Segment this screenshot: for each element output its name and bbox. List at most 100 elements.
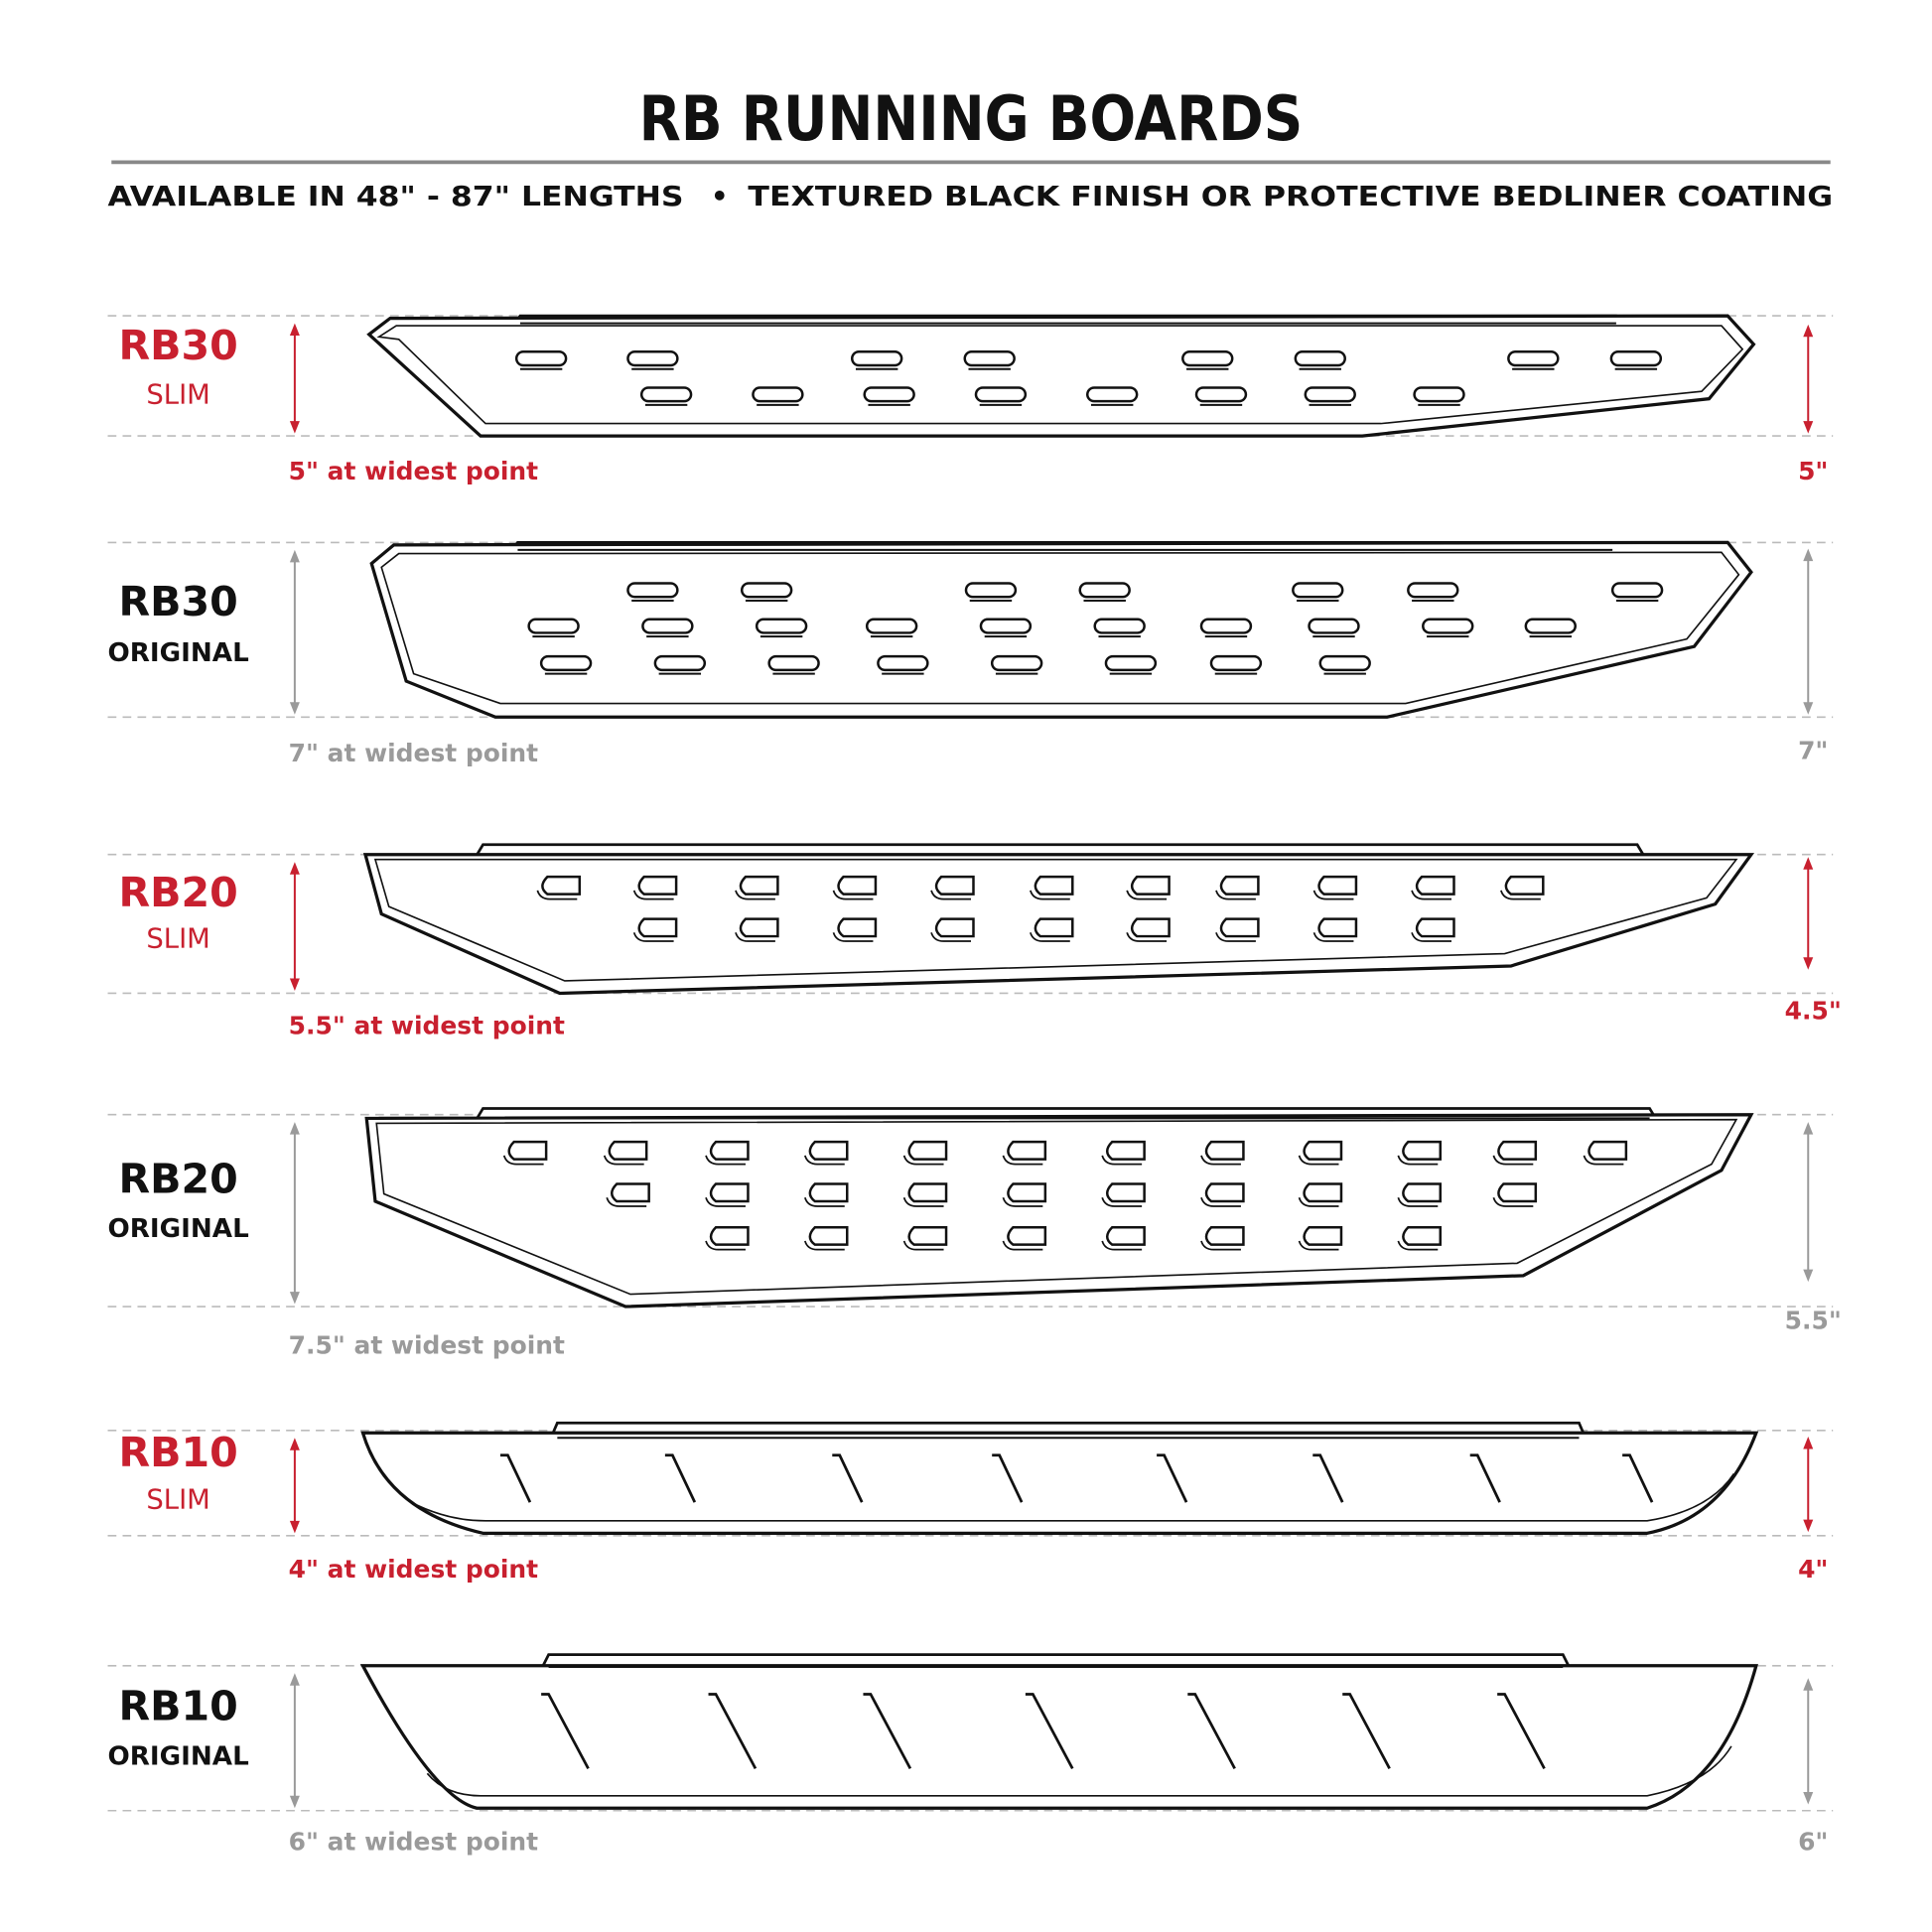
- arrowhead-down-icon: [1803, 957, 1814, 970]
- tread-slot: [626, 582, 679, 599]
- widest-point-label: 4" at widest point: [289, 1555, 539, 1584]
- board-rb30-original: RB30 ORIGINAL 7" at widest point 7": [107, 540, 1834, 767]
- arrowhead-down-icon: [1803, 1519, 1814, 1533]
- right-height-label: 5": [1798, 457, 1828, 485]
- tread-slot: [1105, 1140, 1146, 1161]
- tread-slot: [1209, 654, 1263, 672]
- tread-slot: [934, 875, 975, 896]
- tread-slash: [832, 1453, 864, 1503]
- tread-slot: [709, 1225, 750, 1246]
- tread-slot: [1093, 618, 1146, 634]
- tread-slot: [1204, 1182, 1245, 1203]
- arrowhead-down-icon: [289, 1520, 300, 1534]
- tread-slot-shadow: [1500, 890, 1541, 900]
- tread-slash: [1025, 1693, 1074, 1769]
- tread-slash: [992, 1453, 1024, 1503]
- arrowhead-down-icon: [1803, 1269, 1814, 1283]
- tread-slot: [1317, 875, 1358, 896]
- tread-slot: [1007, 1140, 1047, 1161]
- tread-slot-shadow: [1397, 1196, 1439, 1207]
- arrowhead-up-icon: [1803, 548, 1814, 562]
- tread-slot: [709, 1182, 750, 1203]
- tread-slot: [1402, 1140, 1443, 1161]
- tread-slot: [1105, 1225, 1146, 1246]
- tread-slot: [1204, 1225, 1245, 1246]
- tread-slot: [907, 1225, 948, 1246]
- tread-slot: [1497, 1182, 1538, 1203]
- tread-slot: [608, 1140, 648, 1161]
- tread-slot: [639, 386, 693, 403]
- tread-slot: [808, 1140, 849, 1161]
- arrowhead-up-icon: [289, 862, 300, 875]
- tread-slot: [1415, 875, 1455, 896]
- tread-slash: [664, 1453, 697, 1503]
- tread-slot: [1415, 917, 1455, 938]
- board-rb10-original: RB10 ORIGINAL 6" at widest point 6": [107, 1653, 1834, 1857]
- arrowhead-up-icon: [1803, 324, 1814, 338]
- subtitle-lengths: AVAILABLE IN 48" - 87" LENGTHS: [108, 182, 684, 212]
- arrowhead-down-icon: [1803, 702, 1814, 715]
- tread-slot-shadow: [1200, 1196, 1241, 1207]
- subtitle-bullet: •: [711, 182, 729, 212]
- tread-slot: [1304, 386, 1356, 403]
- tread-slot-shadow: [1101, 1196, 1143, 1207]
- board-model-name: RB20: [118, 869, 237, 916]
- right-height-label: 6": [1798, 1828, 1828, 1857]
- tread-slash: [708, 1693, 758, 1769]
- tread-slot: [1507, 350, 1560, 367]
- board-inner-edge: [380, 551, 1740, 705]
- tread-slot: [1078, 582, 1131, 599]
- tread-slot-shadow: [536, 890, 578, 900]
- board-model-name: RB30: [118, 578, 237, 625]
- tread-slot: [1294, 350, 1346, 367]
- tread-slot: [1034, 917, 1074, 938]
- tread-slot: [641, 618, 694, 634]
- arrowhead-down-icon: [289, 702, 300, 715]
- board-inner-edge: [376, 325, 1744, 425]
- tread-slot-shadow: [930, 932, 971, 942]
- tread-slot: [739, 875, 779, 896]
- tread-slot: [1413, 386, 1465, 403]
- tread-slot-shadow: [1200, 1240, 1241, 1251]
- tread-slot: [863, 386, 915, 403]
- tread-slot-shadow: [1298, 1240, 1339, 1251]
- tread-slot-shadow: [705, 1155, 746, 1166]
- tread-slot-shadow: [1397, 1155, 1439, 1166]
- tread-slot-shadow: [902, 1155, 944, 1166]
- board-inner-edge: [373, 858, 1738, 982]
- tread-slot: [507, 1140, 548, 1161]
- arrowhead-up-icon: [289, 1122, 300, 1135]
- tread-slot: [990, 654, 1043, 672]
- tread-slot-shadow: [803, 1155, 845, 1166]
- tread-slot-shadow: [1492, 1196, 1534, 1207]
- tread-slot: [1199, 618, 1253, 634]
- tread-slot: [1219, 917, 1260, 938]
- tread-slot: [907, 1140, 948, 1161]
- board-model-name: RB10: [118, 1683, 237, 1730]
- tread-slot: [1104, 654, 1158, 672]
- board-variant: SLIM: [146, 1484, 209, 1515]
- tread-slot: [1086, 386, 1139, 403]
- board-variant: ORIGINAL: [107, 1214, 248, 1244]
- right-height-label: 4.5": [1785, 997, 1842, 1026]
- tread-slot-shadow: [735, 932, 775, 942]
- tread-slot: [1219, 875, 1260, 896]
- right-height-label: 7": [1798, 737, 1828, 765]
- tread-slot: [527, 618, 580, 634]
- tread-slash: [863, 1693, 912, 1769]
- tread-slot: [1318, 654, 1371, 672]
- tread-slot: [637, 875, 678, 896]
- tread-slot: [1007, 1225, 1047, 1246]
- tread-slot: [1130, 917, 1171, 938]
- arrowhead-up-icon: [1803, 1437, 1814, 1449]
- tread-slot: [979, 618, 1033, 634]
- tread-slot: [752, 386, 804, 403]
- tread-slot-shadow: [1298, 1196, 1339, 1207]
- tread-slot-shadow: [1215, 890, 1256, 900]
- board-rb20-slim: RB20 SLIM 5.5" at widest point 4.5": [107, 843, 1842, 1040]
- tread-slot: [1303, 1140, 1343, 1161]
- tread-slot-shadow: [1002, 1240, 1043, 1251]
- board-model-name: RB20: [118, 1155, 237, 1202]
- tread-slot: [709, 1140, 750, 1161]
- tread-slot-shadow: [1126, 932, 1168, 942]
